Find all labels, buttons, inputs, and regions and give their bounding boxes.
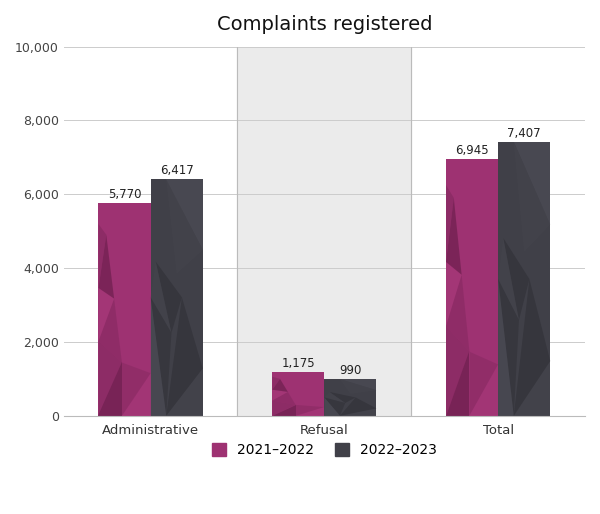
Polygon shape: [122, 362, 151, 416]
Polygon shape: [166, 179, 203, 250]
Polygon shape: [272, 390, 288, 400]
Bar: [498, 142, 550, 416]
Bar: [238, 47, 411, 416]
Polygon shape: [340, 379, 376, 394]
Polygon shape: [122, 373, 151, 416]
Text: 7,407: 7,407: [508, 127, 541, 140]
Polygon shape: [514, 142, 550, 225]
Bar: [98, 203, 151, 416]
Legend: 2021–2022, 2022–2023: 2021–2022, 2022–2023: [205, 436, 443, 464]
Polygon shape: [340, 379, 376, 390]
Polygon shape: [98, 341, 122, 416]
Polygon shape: [296, 407, 325, 416]
Polygon shape: [469, 364, 498, 416]
Text: 6,945: 6,945: [455, 144, 489, 157]
Polygon shape: [98, 362, 122, 416]
Polygon shape: [272, 379, 288, 392]
Polygon shape: [151, 297, 166, 416]
Polygon shape: [156, 262, 182, 333]
Polygon shape: [469, 352, 498, 416]
Polygon shape: [446, 275, 469, 352]
Bar: [151, 179, 203, 416]
Polygon shape: [272, 405, 296, 416]
Polygon shape: [272, 400, 296, 416]
Polygon shape: [503, 238, 529, 320]
Polygon shape: [325, 397, 345, 416]
Polygon shape: [98, 235, 114, 299]
Polygon shape: [340, 409, 376, 416]
Polygon shape: [151, 297, 172, 416]
Polygon shape: [98, 224, 106, 288]
Polygon shape: [514, 142, 550, 252]
Polygon shape: [446, 326, 469, 416]
Polygon shape: [498, 279, 514, 416]
Polygon shape: [498, 279, 519, 416]
Polygon shape: [272, 377, 280, 390]
Polygon shape: [514, 361, 550, 416]
Polygon shape: [340, 397, 376, 416]
Polygon shape: [446, 352, 469, 416]
Polygon shape: [446, 262, 461, 326]
Polygon shape: [166, 369, 203, 416]
Polygon shape: [514, 279, 550, 416]
Text: 1,175: 1,175: [281, 357, 315, 370]
Polygon shape: [272, 392, 296, 405]
Polygon shape: [498, 238, 519, 320]
Text: 6,417: 6,417: [160, 163, 194, 177]
Polygon shape: [329, 392, 356, 403]
Text: 990: 990: [339, 364, 362, 377]
Bar: [325, 379, 376, 416]
Text: 5,770: 5,770: [108, 188, 142, 200]
Bar: [446, 159, 498, 416]
Polygon shape: [98, 288, 114, 341]
Polygon shape: [151, 262, 172, 333]
Polygon shape: [166, 179, 203, 273]
Polygon shape: [446, 198, 461, 275]
Polygon shape: [98, 299, 122, 362]
Polygon shape: [325, 397, 340, 416]
Polygon shape: [296, 405, 325, 416]
Polygon shape: [446, 185, 454, 262]
Polygon shape: [325, 392, 345, 403]
Bar: [272, 372, 325, 416]
Polygon shape: [166, 297, 203, 416]
Title: Complaints registered: Complaints registered: [217, 15, 432, 34]
